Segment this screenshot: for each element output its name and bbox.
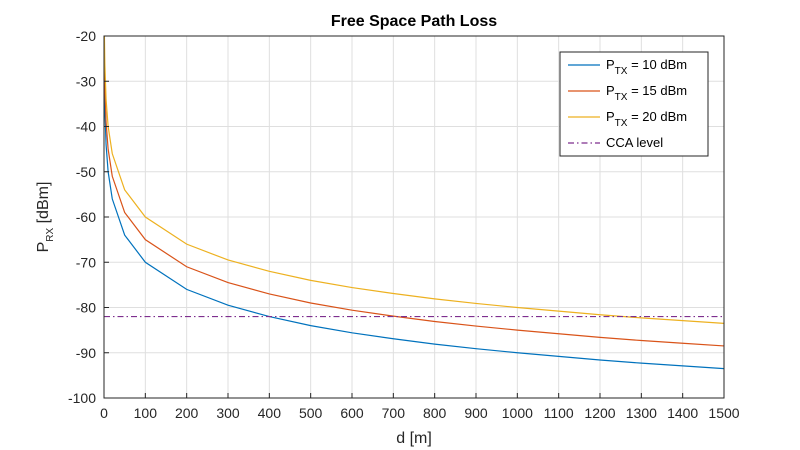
- x-axis: 0 100 200 300 400 500 600 700 800 900 1000 1100 1200…: [100, 393, 740, 421]
- x-tick-label: 500: [299, 405, 323, 421]
- x-axis-title: d [m]: [396, 430, 432, 447]
- x-tick-label: 1100: [544, 405, 574, 421]
- series-line-1: [103, 81, 725, 370]
- x-tick-label: 200: [175, 405, 199, 421]
- y-tick-label: -90: [76, 345, 96, 361]
- y-tick-label: -20: [76, 28, 96, 44]
- y-axis-title: PRX [dBm]: [35, 182, 56, 253]
- y-tick-label: -40: [76, 119, 96, 135]
- legend-entry: CCA level: [606, 135, 663, 150]
- y-axis-title-unit: [dBm]: [35, 182, 52, 228]
- x-tick-label: 1400: [667, 405, 698, 421]
- x-tick-label: 1000: [502, 405, 533, 421]
- y-axis-title-main: P: [35, 242, 52, 253]
- series-line-2: [103, 58, 725, 347]
- x-tick-label: 300: [216, 405, 240, 421]
- x-tick-label: 700: [382, 405, 406, 421]
- x-tick-label: 800: [423, 405, 447, 421]
- y-axis: -100 -90 -80 -70 -60 -50 -40 -30 -20: [68, 28, 109, 406]
- x-tick-label: 0: [100, 405, 108, 421]
- x-tick-label: 900: [464, 405, 488, 421]
- legend-box: [559, 51, 709, 157]
- legend-entry: PTX = 20 dBm: [606, 109, 687, 129]
- y-tick-label: -50: [76, 164, 96, 180]
- x-tick-label: 1500: [708, 405, 739, 421]
- y-tick-label: -70: [76, 254, 96, 270]
- y-tick-label: -80: [76, 300, 96, 316]
- series-layer: [103, 35, 725, 370]
- x-tick-label: 100: [134, 405, 158, 421]
- legend-entry: PTX = 10 dBm: [606, 57, 687, 77]
- y-tick-label: -100: [68, 390, 96, 406]
- x-tick-label: 1200: [584, 405, 615, 421]
- y-axis-title-sub: RX: [45, 228, 56, 242]
- x-tick-label: 1300: [626, 405, 657, 421]
- series-line-3: [103, 35, 725, 324]
- chart-title: Free Space Path Loss: [331, 13, 497, 30]
- x-tick-label: 600: [340, 405, 364, 421]
- legend: PTX = 10 dBm PTX = 15 dBm PTX = 20 dBm CCA …: [559, 51, 709, 157]
- x-tick-label: 400: [258, 405, 282, 421]
- y-tick-label: -30: [76, 73, 96, 89]
- legend-entry: PTX = 15 dBm: [606, 83, 687, 103]
- y-tick-label: -60: [76, 209, 96, 225]
